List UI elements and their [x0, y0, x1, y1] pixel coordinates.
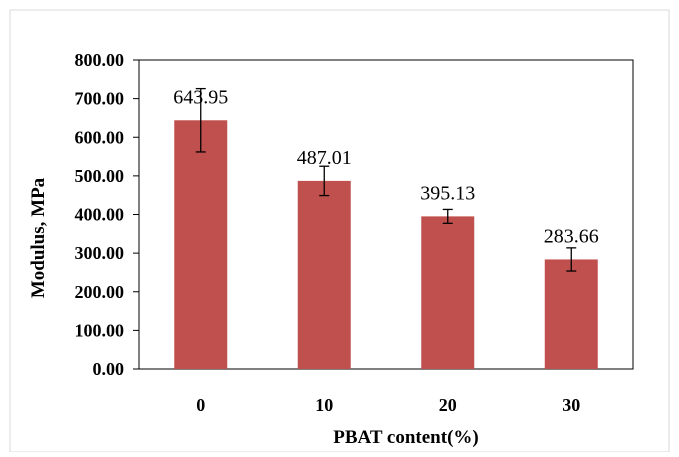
y-tick-label: 300.00	[75, 243, 125, 263]
x-tick-label: 0	[196, 395, 205, 415]
y-axis-title: Modulus, MPa	[28, 177, 49, 298]
y-tick-label: 500.00	[75, 166, 125, 186]
y-tick-label: 800.00	[75, 50, 125, 70]
bar	[544, 259, 598, 369]
data-label: 283.66	[544, 225, 599, 247]
bar	[174, 120, 228, 369]
x-tick-label: 30	[562, 395, 580, 415]
bar	[421, 216, 475, 369]
y-tick-label: 200.00	[75, 282, 125, 302]
y-tick-label: 100.00	[75, 320, 125, 340]
y-tick-label: 400.00	[75, 205, 125, 225]
x-tick-label: 10	[315, 395, 333, 415]
y-tick-label: 0.00	[93, 359, 125, 379]
x-axis-title: PBAT content(%)	[333, 427, 478, 448]
y-tick-label: 700.00	[75, 89, 125, 109]
x-tick-label: 20	[439, 395, 457, 415]
data-label: 395.13	[420, 182, 475, 204]
y-tick-label: 600.00	[75, 127, 125, 147]
data-label: 643.95	[173, 86, 228, 108]
bar	[297, 180, 351, 369]
data-label: 487.01	[297, 147, 352, 169]
